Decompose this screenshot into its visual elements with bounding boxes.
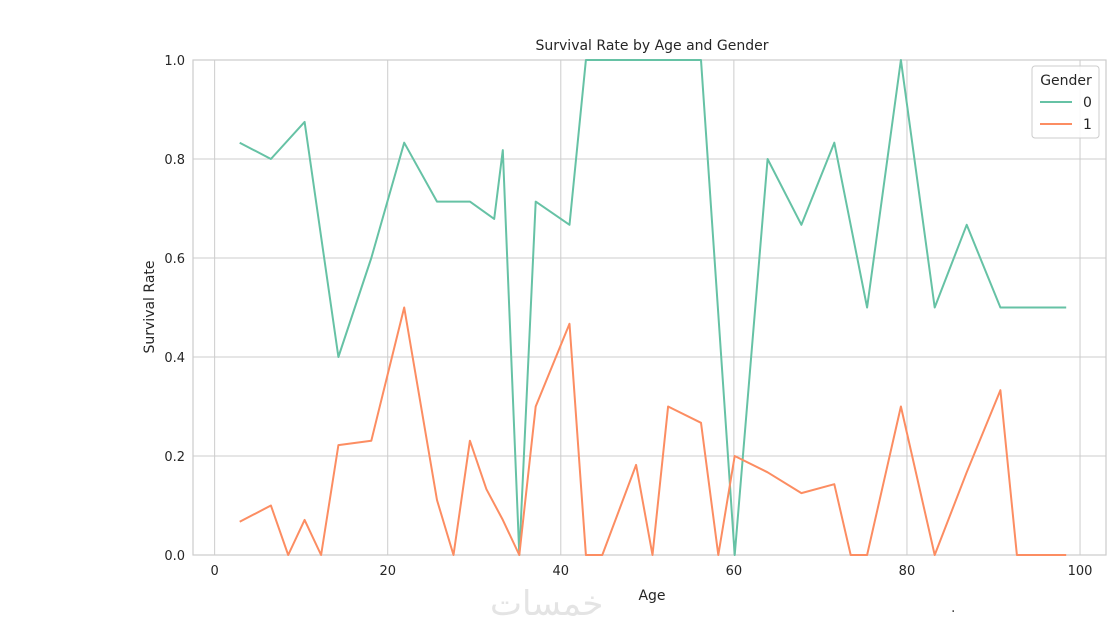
tick-labels: 0 20 40 60 80 100 0.0 0.2 0.4 0.6 0.8 1.0 <box>164 54 1092 579</box>
legend-label-series-1: 1 <box>1083 117 1092 133</box>
y-tick-label: 0.4 <box>164 351 185 366</box>
watermark-logo: خمسات <box>490 584 604 624</box>
x-tick-label: 80 <box>899 564 916 579</box>
legend: Gender 0 1 <box>1031 65 1100 139</box>
series-line-0 <box>239 59 1067 556</box>
y-tick-label: 0.0 <box>164 549 185 564</box>
chart-title: Survival Rate by Age and Gender <box>536 38 769 54</box>
y-tick-label: 0.6 <box>164 252 185 267</box>
y-axis-label: Survival Rate <box>142 261 158 354</box>
y-tick-label: 0.8 <box>164 153 185 168</box>
x-axis-label: Age <box>638 588 665 604</box>
x-tick-label: 0 <box>210 564 218 579</box>
plot-frame <box>192 59 1107 556</box>
series-lines <box>239 59 1067 556</box>
series-line-1 <box>239 306 1067 556</box>
grid-lines <box>193 59 1106 556</box>
x-tick-label: 40 <box>553 564 570 579</box>
y-tick-label: 0.2 <box>164 450 185 465</box>
y-tick-label: 1.0 <box>164 54 185 69</box>
x-tick-label: 20 <box>379 564 396 579</box>
x-tick-label: 100 <box>1068 564 1093 579</box>
legend-label-series-0: 0 <box>1083 95 1092 111</box>
x-tick-label: 60 <box>726 564 743 579</box>
legend-title: Gender <box>1040 73 1092 89</box>
footer-mark: . <box>951 600 956 616</box>
